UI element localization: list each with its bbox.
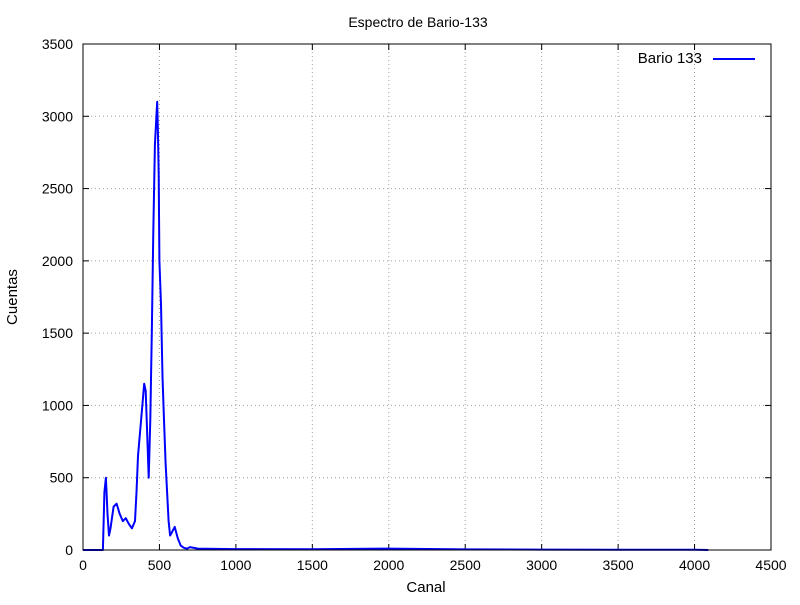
x-tick-label: 4000: [679, 557, 710, 573]
y-axis-label: Cuentas: [4, 269, 21, 325]
y-tick-label: 0: [65, 542, 73, 558]
y-tick-label: 1000: [42, 397, 73, 413]
y-tick-label: 3000: [42, 108, 73, 124]
y-tick-label: 2000: [42, 253, 73, 269]
y-tick-label: 2500: [42, 181, 73, 197]
x-tick-label: 0: [79, 557, 87, 573]
x-tick-label: 3500: [603, 557, 634, 573]
x-tick-label: 2000: [373, 557, 404, 573]
x-tick-label: 3000: [526, 557, 557, 573]
y-tick-label: 500: [50, 470, 74, 486]
y-tick-label: 3500: [42, 36, 73, 52]
chart-title: Espectro de Bario-133: [348, 14, 488, 30]
x-tick-label: 2500: [450, 557, 481, 573]
legend-label: Bario 133: [638, 50, 702, 67]
x-tick-label: 4500: [755, 557, 786, 573]
x-tick-label: 1000: [220, 557, 251, 573]
x-tick-label: 500: [148, 557, 172, 573]
x-axis-label: Canal: [406, 579, 445, 596]
x-tick-label: 1500: [297, 557, 328, 573]
y-tick-label: 1500: [42, 325, 73, 341]
